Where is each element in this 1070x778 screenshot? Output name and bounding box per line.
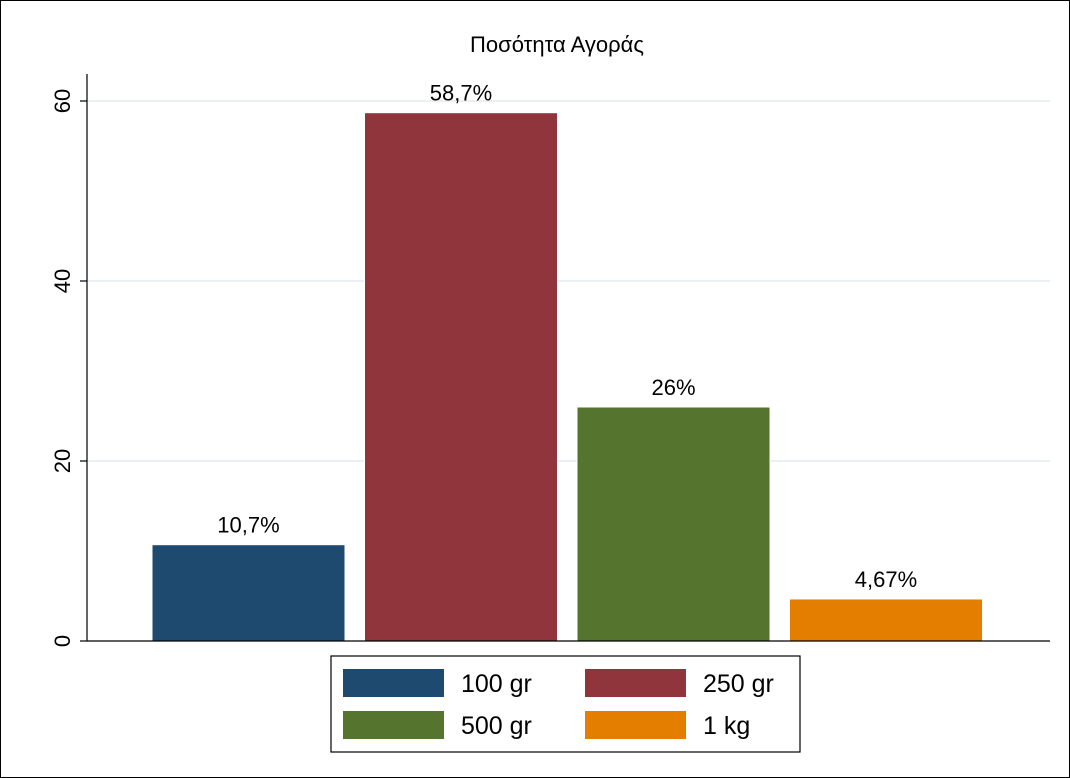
legend-label-250-gr: 250 gr (703, 670, 774, 698)
bar-100-gr (151, 544, 346, 642)
legend-label-500-gr: 500 gr (461, 712, 532, 740)
gridlines (87, 100, 1050, 462)
axes: 0 20 40 60 (50, 74, 1050, 647)
bar-label-500-gr: 26% (651, 375, 695, 400)
legend-label-100-gr: 100 gr (461, 670, 532, 698)
y-tick-label-20: 20 (50, 449, 75, 473)
bar-label-250-gr: 58,7% (430, 81, 492, 106)
legend-swatch-1-kg (585, 711, 686, 739)
legend: 100 gr 250 gr 500 gr 1 kg (330, 655, 801, 753)
chart-title: Ποσότητα Αγοράς (470, 32, 644, 57)
legend-label-1-kg: 1 kg (703, 712, 750, 740)
bar-1-kg (789, 598, 983, 642)
bar-label-1-kg: 4,67% (855, 567, 917, 592)
legend-swatch-100-gr (343, 669, 444, 697)
legend-swatch-250-gr (585, 669, 686, 697)
bar-value-labels: 10,7% 58,7% 26% 4,67% (217, 81, 917, 592)
y-tick-label-40: 40 (50, 269, 75, 293)
legend-swatch-500-gr (343, 711, 444, 739)
bar-500-gr (576, 406, 771, 642)
y-tick-label-60: 60 (50, 89, 75, 113)
y-tick-label-0: 0 (50, 635, 75, 647)
bars (151, 112, 983, 642)
bar-label-100-gr: 10,7% (217, 513, 279, 538)
bar-250-gr (364, 112, 558, 642)
